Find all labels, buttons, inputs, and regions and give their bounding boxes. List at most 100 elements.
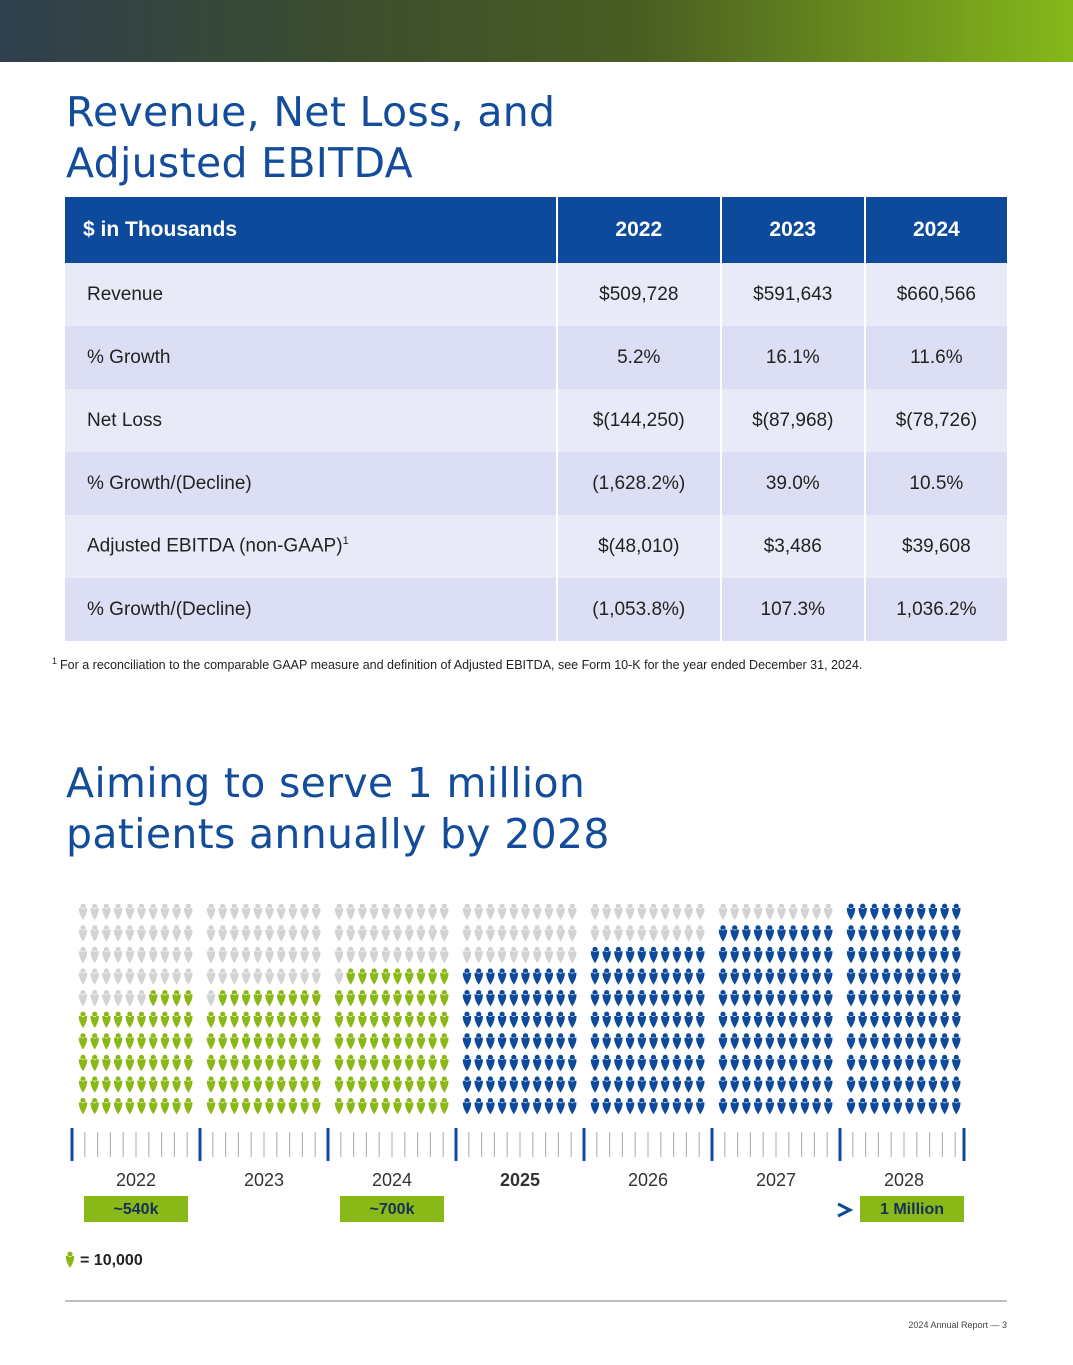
person-icon [509, 1033, 519, 1050]
person-icon [265, 1054, 274, 1072]
person-icon [276, 925, 286, 942]
person-icon [905, 1011, 914, 1028]
person-icon [765, 1011, 775, 1028]
person-icon [369, 1054, 379, 1072]
person-icon [730, 990, 739, 1007]
person-icon [940, 990, 949, 1007]
row-label: % Growth/(Decline) [65, 452, 557, 515]
person-icon [916, 1011, 926, 1028]
person-icon [590, 1054, 600, 1072]
year-label: 2022 [116, 1170, 156, 1190]
person-icon [858, 1098, 867, 1115]
person-icon [404, 903, 414, 920]
person-icon [590, 946, 600, 964]
person-icon [602, 990, 611, 1007]
person-icon [346, 1011, 355, 1028]
person-icon [532, 1011, 542, 1028]
person-icon [288, 990, 298, 1007]
person-icon [184, 1076, 193, 1093]
person-icon [952, 1076, 961, 1093]
person-icon [846, 946, 856, 964]
person-icon [696, 1098, 705, 1115]
person-icon [614, 903, 623, 920]
person-icon [276, 903, 286, 920]
person-icon [812, 925, 821, 942]
person-icon [696, 1054, 705, 1072]
person-icon [870, 1076, 879, 1093]
table-cell: $39,608 [863, 515, 1007, 578]
person-icon [753, 990, 763, 1007]
person-icon [78, 1033, 88, 1050]
person-icon [614, 1098, 623, 1115]
person-icon [381, 990, 391, 1007]
person-icon [358, 925, 367, 942]
person-icon [952, 1098, 961, 1115]
person-icon [765, 968, 775, 985]
row-label: Adjusted EBITDA (non-GAAP)1 [65, 515, 557, 578]
person-icon [753, 925, 763, 942]
person-icon [532, 946, 542, 964]
person-icon [184, 1098, 193, 1115]
person-icon [812, 968, 821, 985]
person-icon [928, 946, 938, 964]
person-icon [369, 1011, 379, 1028]
person-icon [649, 1054, 658, 1072]
table-row: Adjusted EBITDA (non-GAAP)1 $(48,010) $3,4… [65, 515, 1007, 578]
person-icon [428, 1054, 437, 1072]
person-icon [404, 925, 414, 942]
table-cell: $(144,250) [555, 389, 721, 452]
person-icon [637, 1011, 647, 1028]
person-icon [928, 1033, 938, 1050]
person-icon [602, 1076, 611, 1093]
person-icon [718, 1033, 728, 1050]
person-icon [672, 1054, 682, 1072]
person-icon [241, 925, 251, 942]
person-icon [544, 1033, 554, 1050]
person-icon [718, 1076, 728, 1093]
person-icon [672, 990, 682, 1007]
person-icon [230, 946, 239, 964]
person-icon [614, 968, 623, 985]
person-icon [253, 990, 263, 1007]
person-icon [858, 1076, 867, 1093]
person-icon [462, 1011, 472, 1028]
person-icon [718, 946, 728, 964]
person-icon [696, 1033, 705, 1050]
person-icon [160, 925, 170, 942]
person-icon [568, 1054, 577, 1072]
person-icon [300, 1076, 309, 1093]
person-icon [905, 903, 914, 920]
person-icon [952, 1011, 961, 1028]
person-icon [765, 903, 775, 920]
person-icon [765, 990, 775, 1007]
person-icon [556, 1054, 565, 1072]
callout-label: ~700k [370, 1201, 415, 1218]
person-icon [590, 990, 600, 1007]
person-icon [416, 990, 426, 1007]
row-label-text: Net Loss [87, 409, 162, 431]
person-icon [928, 968, 938, 985]
person-icon [544, 946, 554, 964]
person-icon [462, 946, 472, 964]
header-cell: 2022 [555, 197, 721, 263]
person-icon [381, 903, 391, 920]
person-icon [381, 1098, 391, 1115]
person-icon [952, 968, 961, 985]
person-icon [788, 1011, 798, 1028]
person-icon [497, 1054, 507, 1072]
person-icon [637, 946, 647, 964]
person-icon [742, 903, 751, 920]
person-icon [788, 1098, 798, 1115]
row-label-text: Revenue [87, 283, 164, 305]
person-icon [125, 968, 135, 985]
person-icon [614, 925, 623, 942]
person-icon [440, 1098, 449, 1115]
person-icon [137, 1054, 146, 1072]
person-icon [137, 1033, 146, 1050]
person-icon [312, 990, 321, 1007]
person-icon [137, 968, 146, 985]
person-icon [276, 968, 286, 985]
person-icon [497, 1033, 507, 1050]
person-icon [358, 1054, 367, 1072]
person-icon [893, 1098, 903, 1115]
